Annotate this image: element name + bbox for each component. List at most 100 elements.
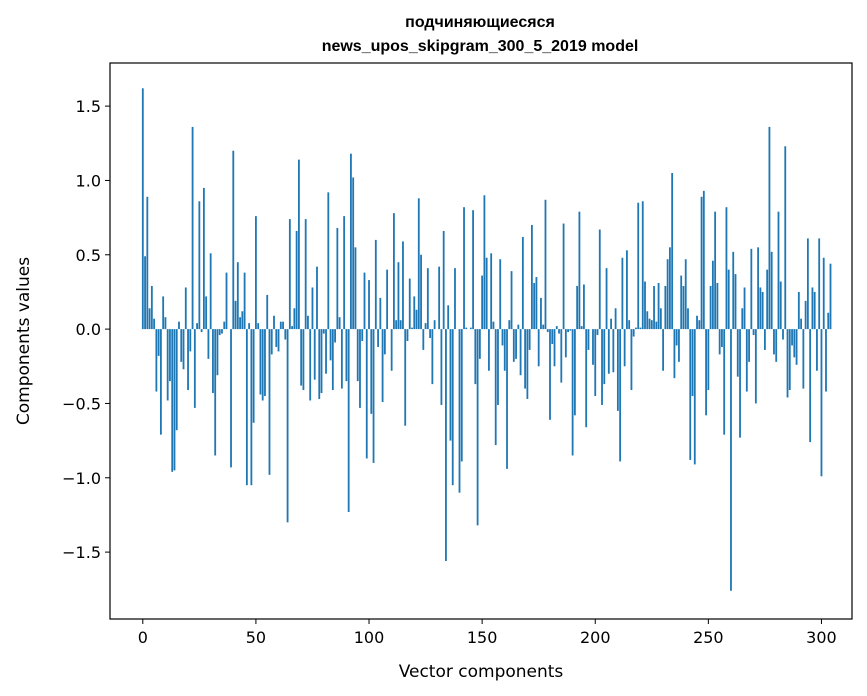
bar [193, 329, 196, 408]
bars-group [141, 88, 832, 591]
bar [716, 283, 719, 330]
bar [598, 229, 601, 330]
bar [822, 257, 825, 330]
bar [370, 329, 373, 414]
bar [628, 320, 631, 330]
bar [530, 225, 533, 330]
bar [307, 315, 309, 330]
bar [352, 177, 355, 330]
bar [494, 329, 497, 446]
bar [644, 281, 646, 330]
bar [429, 329, 432, 339]
bar [413, 296, 416, 330]
bar [408, 278, 411, 330]
bar [488, 329, 490, 371]
bar [637, 202, 640, 330]
bar [365, 329, 368, 459]
bar [209, 253, 212, 330]
bar [657, 283, 660, 330]
bar [806, 238, 809, 330]
y-tick-label: −1.5 [62, 543, 101, 562]
bar [415, 309, 418, 330]
bar [689, 329, 692, 460]
x-tick-label: 50 [246, 628, 266, 647]
bar [553, 329, 556, 367]
bar [709, 285, 712, 330]
bar [666, 259, 669, 330]
bar [555, 326, 558, 330]
bar [635, 327, 637, 330]
bar [236, 262, 239, 330]
bar [277, 329, 280, 352]
bar [515, 329, 517, 359]
bar [614, 308, 617, 330]
bar [711, 260, 714, 330]
bar [827, 312, 830, 330]
x-axis-ticks: 0 50 100 150 200 250 300 [138, 619, 837, 647]
bar [754, 329, 757, 404]
bar [549, 329, 551, 420]
bar [671, 173, 674, 330]
bar [417, 198, 420, 330]
bar [752, 329, 755, 336]
bar [270, 329, 273, 355]
bar [497, 329, 499, 405]
bar [216, 329, 219, 376]
bar [411, 327, 413, 330]
bar [159, 329, 162, 435]
bar [655, 321, 658, 330]
bar [320, 329, 323, 394]
bar [454, 268, 456, 330]
bar [757, 247, 760, 330]
bar [623, 329, 626, 367]
bar [560, 329, 563, 383]
bar [451, 329, 454, 486]
bar [578, 211, 581, 330]
bar [668, 247, 671, 330]
bar [673, 329, 676, 379]
y-tick-label: −1.0 [62, 469, 101, 488]
bar [250, 329, 253, 486]
bar [338, 317, 341, 330]
bar [571, 329, 574, 456]
bar [540, 297, 542, 330]
bar [381, 329, 384, 402]
bar [214, 329, 217, 456]
bar [641, 201, 644, 330]
bar [682, 285, 685, 330]
bar [813, 291, 816, 330]
bar [230, 329, 232, 468]
bar [603, 329, 606, 385]
bar [809, 329, 812, 443]
bar [243, 272, 246, 330]
bar [374, 239, 377, 330]
bar [630, 329, 633, 391]
bar [304, 219, 307, 330]
bar [257, 323, 260, 330]
x-tick-label: 300 [806, 628, 837, 647]
bar [291, 326, 294, 330]
bar [309, 329, 312, 401]
bar [146, 196, 149, 330]
bar [816, 329, 818, 371]
bar [782, 329, 784, 340]
bar [264, 329, 266, 397]
bar [424, 323, 427, 330]
bar [788, 329, 791, 391]
bar [632, 329, 635, 337]
bar [460, 329, 463, 462]
plot-frame [109, 62, 853, 620]
bar [793, 329, 796, 358]
bar [734, 274, 737, 330]
bar [605, 268, 608, 330]
bar [259, 329, 262, 395]
bar [526, 329, 529, 399]
bar [318, 329, 321, 399]
bar [721, 329, 723, 347]
bar [205, 296, 208, 330]
bar [524, 329, 527, 389]
bar [343, 216, 346, 330]
bar [542, 324, 545, 330]
bar [664, 285, 667, 330]
bar [533, 283, 536, 330]
